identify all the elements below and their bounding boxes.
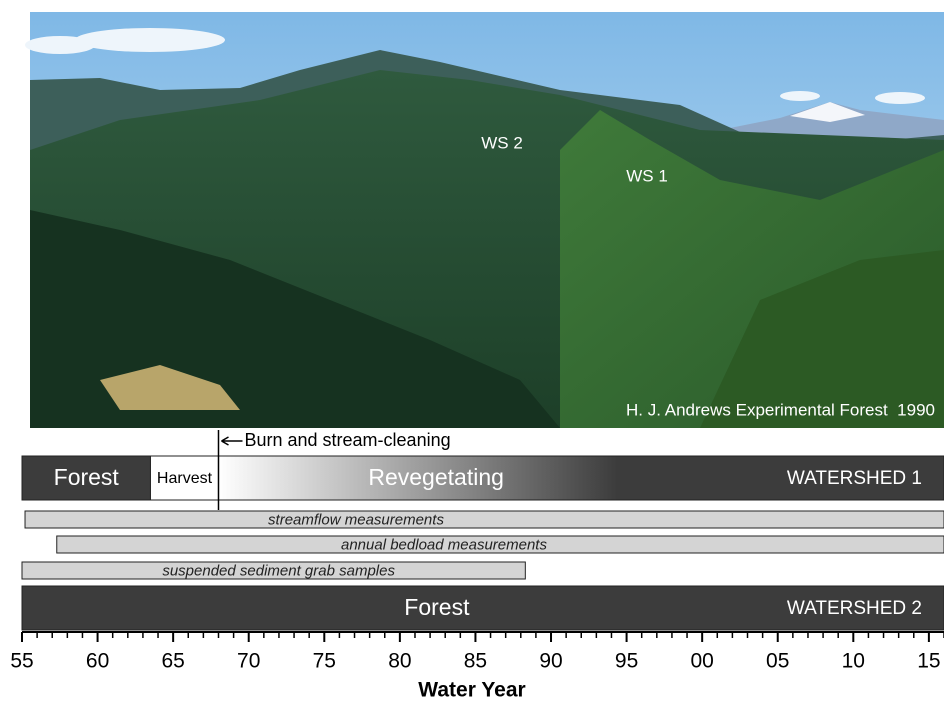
- annotation-arrow: [221, 436, 243, 446]
- x-tick-label: 80: [388, 650, 411, 673]
- photo-label: WS 2: [481, 133, 523, 152]
- segment-label: Forest: [404, 594, 470, 620]
- segment-label: Harvest: [157, 470, 213, 487]
- x-tick-label: 60: [86, 650, 109, 673]
- photo: WS 2 WS 1 H. J. Andrews Experimental For…: [25, 12, 944, 428]
- annotation-text: Burn and stream-cleaning: [244, 430, 450, 450]
- watershed-label: WATERSHED 2: [787, 598, 922, 619]
- x-tick-label: 85: [464, 650, 487, 673]
- x-tick-label: 65: [161, 650, 184, 673]
- x-axis-label: Water Year: [418, 679, 525, 702]
- photo-caption: H. J. Andrews Experimental Forest 1990: [626, 400, 935, 419]
- x-tick-label: 00: [690, 650, 713, 673]
- timeline-segment: [21, 585, 944, 631]
- x-tick-label: 15: [917, 650, 940, 673]
- timeline-segment: [21, 455, 151, 501]
- watershed-label: WATERSHED 1: [787, 468, 922, 489]
- x-tick-label: 90: [539, 650, 562, 673]
- measurement-label: annual bedload measurements: [341, 536, 547, 553]
- segment-label: Revegetating: [368, 464, 504, 490]
- segment-label: Forest: [54, 464, 120, 490]
- x-tick-label: 55: [10, 650, 33, 673]
- timeline-segment: [149, 455, 219, 501]
- photo-label: WS 1: [626, 166, 668, 185]
- measurement-label: streamflow measurements: [268, 511, 444, 528]
- x-tick-label: 75: [313, 650, 336, 673]
- measurement-label: suspended sediment grab samples: [162, 562, 395, 579]
- measurement-bar: [56, 535, 944, 554]
- measurement-bar: [24, 510, 944, 529]
- x-tick-label: 70: [237, 650, 260, 673]
- measurement-bar: [21, 561, 526, 580]
- x-tick-label: 95: [615, 650, 638, 673]
- x-tick-label: 10: [842, 650, 865, 673]
- x-tick-label: 05: [766, 650, 789, 673]
